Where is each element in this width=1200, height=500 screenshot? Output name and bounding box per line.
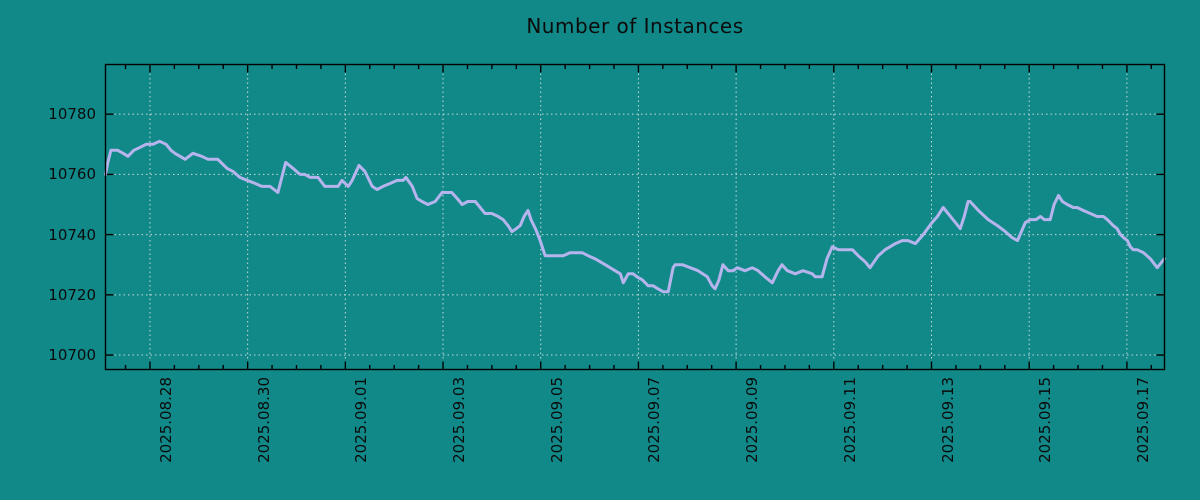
y-tick-label: 10760 (48, 165, 96, 184)
x-tick-label: 2025.09.13 (938, 377, 957, 463)
y-tick-label: 10780 (48, 105, 96, 124)
x-tick-label: 2025.09.03 (450, 377, 469, 463)
y-tick-label: 10740 (48, 225, 96, 244)
x-tick-label: 2025.09.01 (352, 377, 371, 463)
x-tick-label: 2025.09.09 (743, 377, 762, 463)
x-tick-label: 2025.09.05 (547, 377, 566, 463)
x-tick-label: 2025.08.28 (156, 377, 175, 463)
x-tick-label: 2025.09.07 (645, 377, 664, 463)
chart-title: Number of Instances (526, 14, 744, 38)
instances-line-series (104, 139, 1166, 294)
y-tick-label: 10700 (48, 346, 96, 365)
y-tick-label: 10720 (48, 285, 96, 304)
x-tick-label: 2025.09.15 (1036, 377, 1055, 463)
x-tick-label: 2025.09.17 (1133, 377, 1152, 463)
x-tick-label: 2025.08.30 (254, 377, 273, 463)
x-tick-label: 2025.09.11 (840, 377, 859, 463)
plot-border (104, 63, 1166, 371)
